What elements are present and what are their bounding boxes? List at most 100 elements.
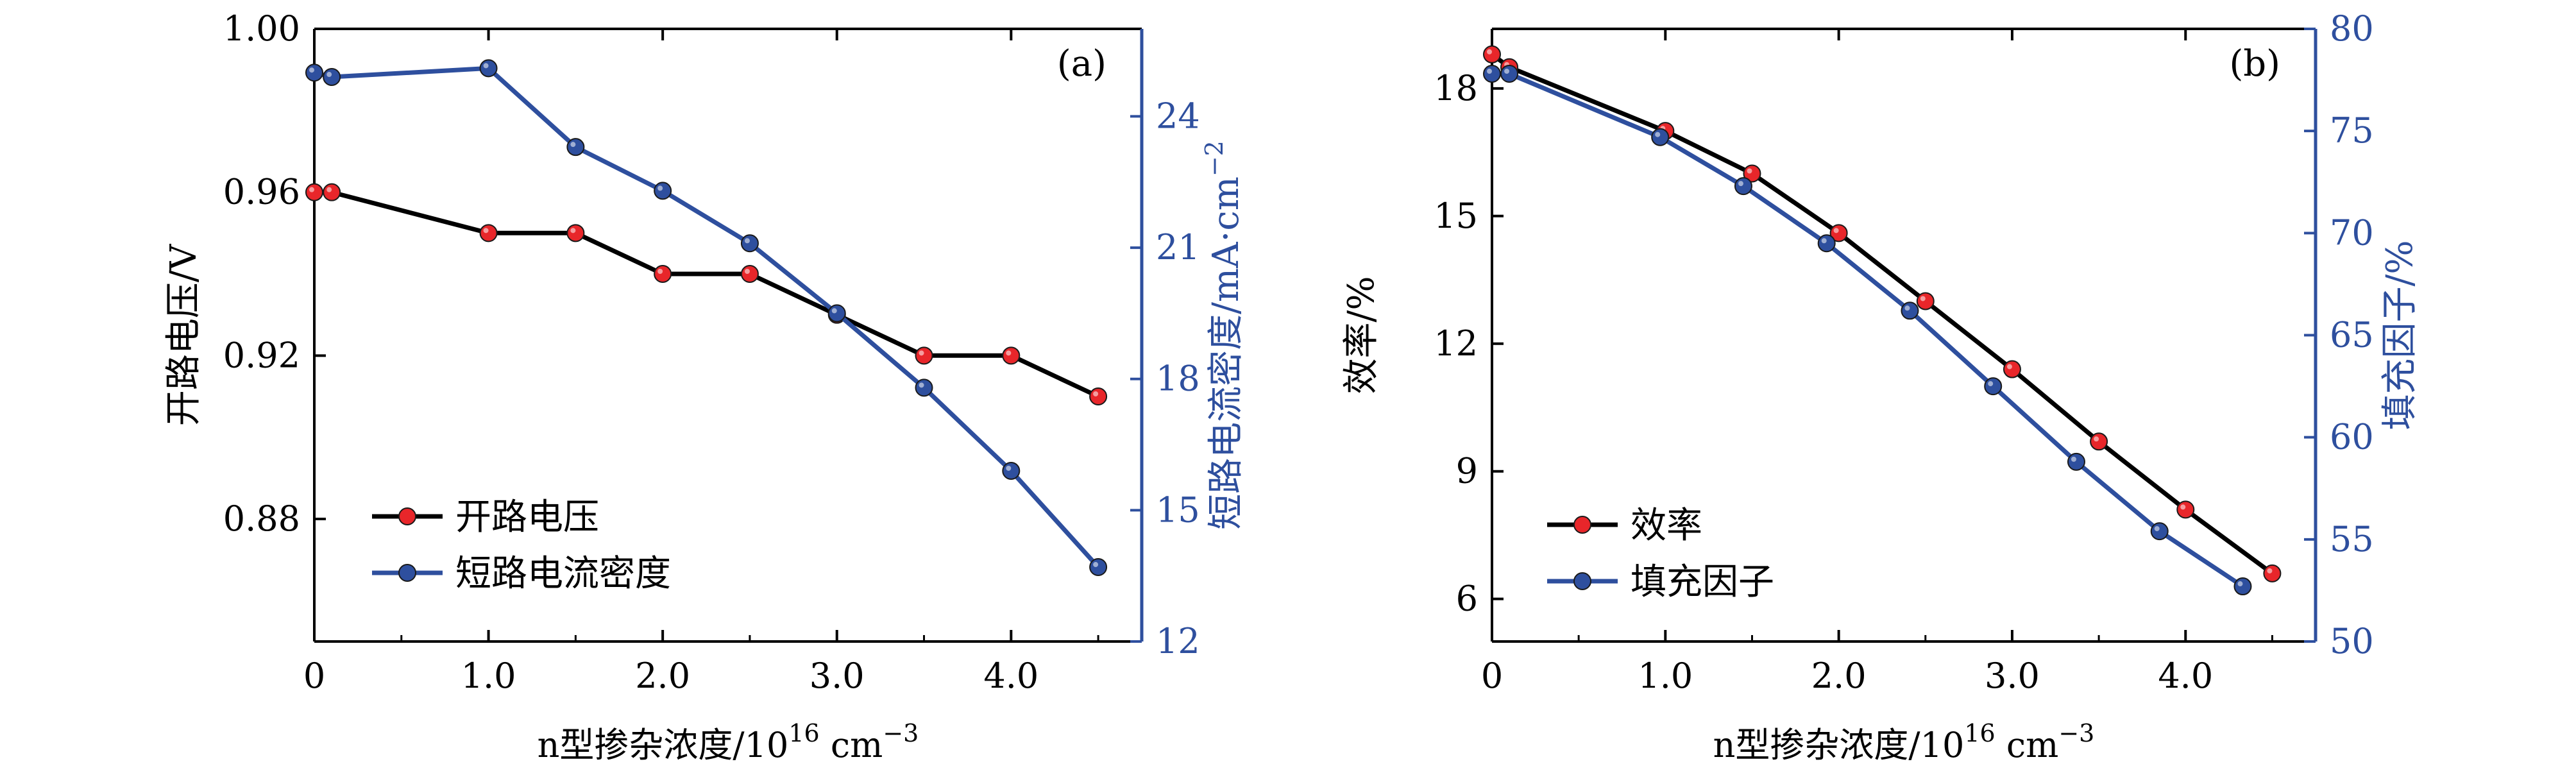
data-point [566,224,585,242]
data-point [1089,387,1108,405]
y-right-axis-label-a: 短路电流密度/mA·cm−2 [1200,140,1247,530]
data-point [1500,65,1519,83]
x-axis-label-b: n型掺杂浓度/1016 cm−3 [1713,719,2095,765]
data-point [323,68,341,87]
y-left-axis-label-b: 效率/% [1341,276,1382,394]
x-tick-label: 2.0 [635,656,690,696]
panel-label-a: (a) [1057,43,1106,85]
data-point-highlight [1487,49,1492,55]
data-point [1734,177,1752,196]
data-point [654,182,672,200]
data-point-highlight [2267,568,2273,573]
x-tick-label: 0 [303,656,325,696]
y-left-tick-label: 9 [1456,451,1478,491]
x-tick-label: 4.0 [983,656,1038,696]
data-point [1984,377,2003,396]
data-point [1002,461,1021,480]
data-point [479,224,498,242]
data-point [566,138,585,157]
x-tick-label: 1.0 [461,656,516,696]
y-left-tick-label: 1.00 [223,8,300,49]
data-point-highlight [744,238,750,244]
data-point [479,59,498,78]
data-point [2090,432,2108,451]
data-point-highlight [1747,168,1752,174]
data-point-highlight [1988,381,1994,387]
y-left-tick-label: 0.92 [223,335,300,375]
data-point-highlight [1504,69,1510,74]
data-point [1002,346,1021,365]
data-point [1483,45,1501,64]
x-tick-label: 3.0 [1985,656,2040,696]
legend-label: 填充因子 [1631,561,1774,603]
data-point-highlight [2154,526,2160,532]
data-point-highlight [1006,465,1012,471]
data-point [915,346,933,365]
data-point-highlight [483,63,489,69]
data-point-highlight [309,67,314,73]
data-point [654,265,672,283]
data-point [2067,452,2085,471]
legend-marker [1573,572,1591,590]
y-right-tick-label: 60 [2330,417,2374,457]
data-point-highlight [1833,228,1839,234]
data-point [323,183,341,201]
data-point [305,183,323,201]
legend-label: 开路电压 [455,497,599,538]
data-point-highlight [483,228,489,234]
legend-marker [398,507,416,525]
data-point [740,265,759,283]
data-point-highlight [744,269,750,274]
data-point-highlight [919,382,924,388]
x-tick-label: 4.0 [2158,656,2213,696]
data-point [2176,500,2195,519]
data-point [1817,234,1836,253]
data-point-highlight [1655,132,1661,137]
y-right-tick-label: 24 [1156,96,1200,136]
y-right-tick-label: 50 [2330,621,2374,661]
data-point-highlight [1487,69,1492,74]
data-point [740,234,759,253]
chart-panel-b: 0 1.0 2.0 3.0 4.0 6 9 12 15 18 50 55 60 65 70 75 80 (b) n型… [1341,8,2421,765]
series-line-a-0 [314,190,1099,399]
data-point [915,378,933,397]
data-point [827,304,846,323]
y-left-tick-label: 18 [1434,68,1478,108]
y-right-tick-label: 15 [1156,489,1200,530]
data-point [1916,292,1935,310]
legend-marker [1573,516,1591,534]
panel-label-b: (b) [2229,43,2280,85]
x-tick-label: 0 [1481,656,1503,696]
y-left-axis-label-a: 开路电压/V [163,243,205,426]
data-point-highlight [657,185,663,191]
data-point [2150,522,2169,541]
data-point-highlight [1006,350,1012,356]
legend-label: 效率 [1631,505,1702,547]
data-point-highlight [657,269,663,274]
data-point-highlight [1821,238,1827,244]
data-point-highlight [2006,364,2012,370]
legend-marker [398,564,416,582]
data-point [1089,558,1108,577]
y-left-tick-label: 0.96 [223,172,300,212]
legend-label: 短路电流密度 [455,553,671,595]
x-tick-label: 2.0 [1811,656,1867,696]
data-point [305,64,323,82]
data-point [1901,302,1919,320]
data-point-highlight [326,187,332,192]
y-right-tick-label: 21 [1156,227,1200,268]
y-right-tick-label: 80 [2330,8,2374,49]
y-right-tick-label: 75 [2330,110,2374,151]
y-right-axis-label-b: 填充因子/% [2379,240,2421,430]
data-point-highlight [570,142,576,148]
data-point-highlight [1738,181,1743,187]
data-point-highlight [2180,504,2186,510]
data-point-highlight [1093,391,1099,396]
data-point-highlight [309,187,314,192]
data-point-highlight [1093,562,1099,568]
data-point-highlight [1904,305,1910,311]
y-left-tick-label: 6 [1456,579,1478,619]
x-axis-label-a: n型掺杂浓度/1016 cm−3 [538,719,919,765]
data-point [1651,128,1670,146]
